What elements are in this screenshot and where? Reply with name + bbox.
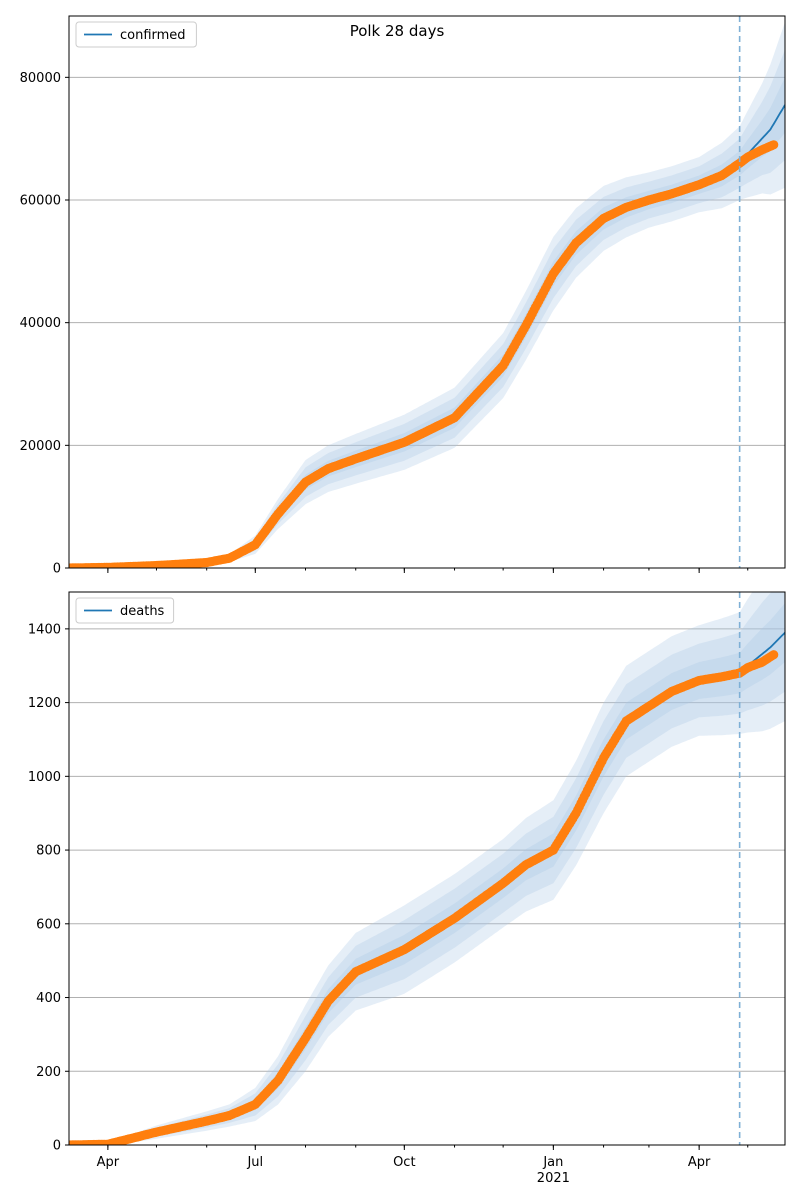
axes-frame bbox=[68, 15, 786, 569]
y-tick-label: 20000 bbox=[20, 439, 61, 454]
y-tick-label: 1400 bbox=[28, 622, 61, 637]
y-tick-label: 1000 bbox=[28, 770, 61, 785]
y-tick-label: 200 bbox=[36, 1065, 61, 1080]
plot-area bbox=[69, 22, 785, 568]
chart-title: Polk 28 days bbox=[350, 22, 445, 40]
observed-point bbox=[769, 140, 779, 150]
confidence-band bbox=[69, 592, 785, 1145]
x-tick-label: Jul bbox=[246, 1155, 263, 1170]
x-tick-label: Apr bbox=[688, 1155, 711, 1170]
x-tick-label: Apr bbox=[97, 1155, 120, 1170]
y-tick-label: 80000 bbox=[20, 71, 61, 86]
confidence-band bbox=[69, 592, 785, 1145]
confidence-band bbox=[69, 603, 785, 1145]
y-tick-label: 0 bbox=[53, 1139, 61, 1154]
legend-box bbox=[75, 597, 175, 624]
observed-point bbox=[769, 650, 779, 660]
legend-label: confirmed bbox=[120, 28, 186, 43]
x-year-label: 2021 bbox=[537, 1171, 570, 1186]
y-tick-label: 400 bbox=[36, 991, 61, 1006]
y-tick-label: 0 bbox=[53, 562, 61, 577]
axes-frame bbox=[68, 591, 786, 1146]
x-tick-label: Oct bbox=[393, 1155, 415, 1170]
x-tick-label: Jan bbox=[542, 1155, 563, 1170]
y-tick-label: 800 bbox=[36, 844, 61, 859]
y-tick-label: 60000 bbox=[20, 194, 61, 209]
plot-area bbox=[69, 592, 785, 1145]
legend-label: deaths bbox=[120, 604, 165, 619]
y-tick-label: 1200 bbox=[28, 696, 61, 711]
confidence-band bbox=[69, 22, 785, 568]
confirmed-panel: 0 20000 40000 60000 80000 confirmed bbox=[20, 15, 786, 577]
deaths-panel: 0 200 400 600 800 1000 1200 1400 Apr Jul Oct Jan Apr… bbox=[28, 591, 786, 1186]
y-tick-label: 600 bbox=[36, 917, 61, 932]
y-tick-label: 40000 bbox=[20, 316, 61, 331]
legend-box bbox=[75, 21, 197, 48]
